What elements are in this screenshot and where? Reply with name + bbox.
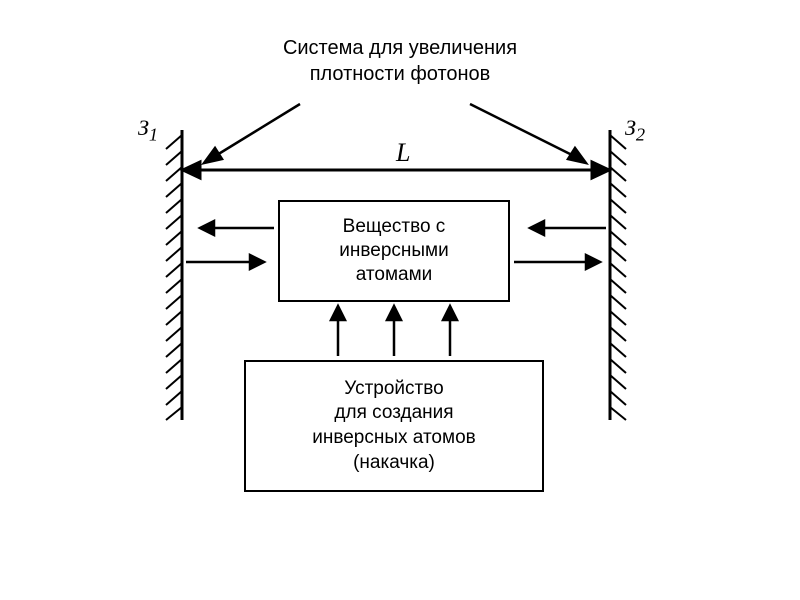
pump-line2: для создания [334,402,453,423]
pump-arrows [331,306,457,356]
length-arrow [183,162,609,178]
pointer-arrows [204,104,586,163]
gain-medium-line2: инверсными [339,240,448,261]
pump-line1: Устройство [344,378,443,399]
mirror-left [166,130,182,420]
pump-line4: (накачка) [353,452,435,473]
pump-box: Устройство для создания инверсных атомов… [244,360,544,492]
gain-medium-box: Вещество с инверсными атомами [278,200,510,302]
pump-line3: инверсных атомов [312,427,475,448]
laser-diagram: Система для увеличения плотности фотонов… [0,0,800,600]
gain-medium-line1: Вещество с [343,216,446,237]
gain-medium-line3: атомами [356,264,433,285]
mirror-right [610,130,626,420]
